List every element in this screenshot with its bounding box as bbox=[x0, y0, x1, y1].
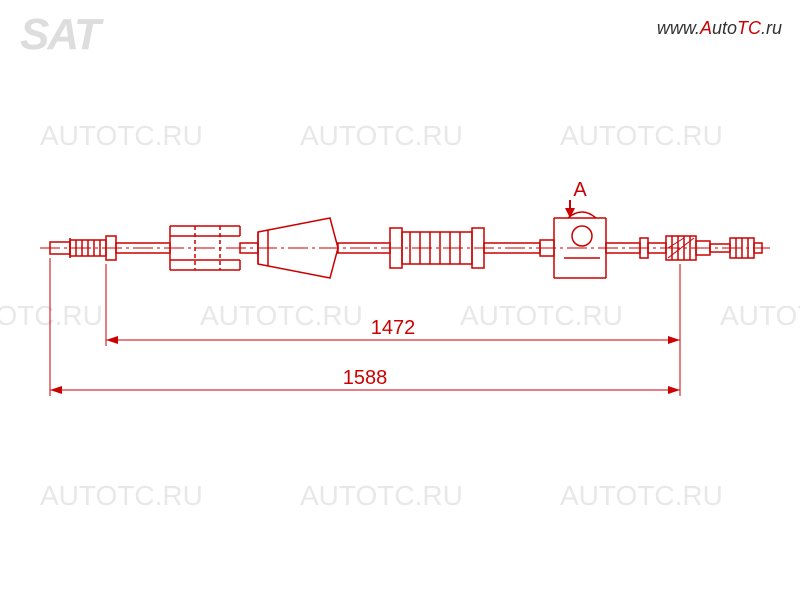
label-a: A bbox=[573, 179, 587, 201]
dimension-1588: 1588 bbox=[343, 367, 388, 389]
technical-drawing: 1472 1588 A bbox=[0, 0, 800, 600]
dimension-1472: 1472 bbox=[371, 317, 416, 339]
